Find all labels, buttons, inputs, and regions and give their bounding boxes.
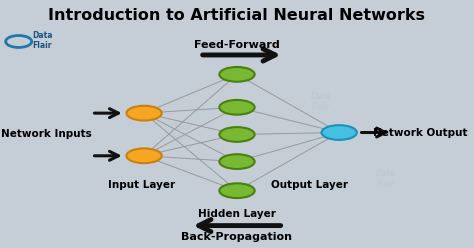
Circle shape: [219, 154, 255, 169]
Text: Introduction to Artificial Neural Networks: Introduction to Artificial Neural Networ…: [48, 8, 426, 23]
Circle shape: [127, 106, 162, 121]
Text: Back-Propagation: Back-Propagation: [182, 232, 292, 242]
Text: Network Output: Network Output: [373, 127, 468, 138]
Text: Hidden Layer: Hidden Layer: [198, 209, 276, 219]
Text: Output Layer: Output Layer: [271, 180, 347, 190]
Circle shape: [219, 183, 255, 198]
Circle shape: [219, 100, 255, 115]
Circle shape: [321, 125, 357, 140]
Circle shape: [127, 148, 162, 163]
Text: Input Layer: Input Layer: [108, 180, 175, 190]
Circle shape: [219, 127, 255, 142]
Text: Network Inputs: Network Inputs: [1, 129, 92, 139]
Text: Data
Flair: Data Flair: [310, 92, 330, 111]
Text: Data
Flair: Data Flair: [171, 123, 191, 142]
Circle shape: [219, 67, 255, 82]
Text: Data
Flair: Data Flair: [33, 31, 53, 50]
Text: Data
Flair: Data Flair: [376, 169, 396, 189]
Text: Feed-Forward: Feed-Forward: [194, 40, 280, 50]
